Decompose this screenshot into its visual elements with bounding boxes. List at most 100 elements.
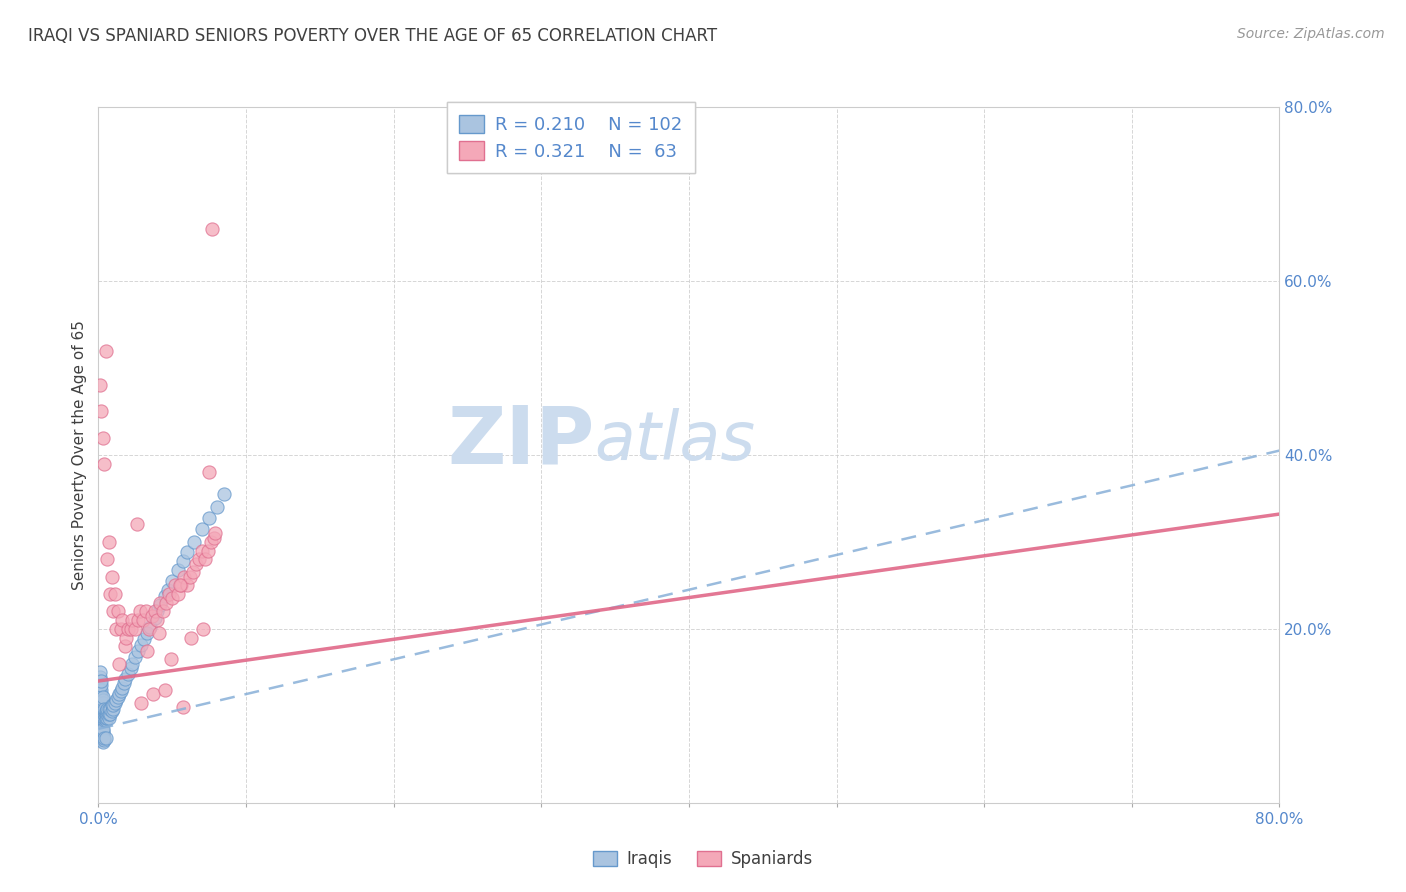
- Point: [142, 687, 165, 701]
- Point: [100, 698, 122, 713]
- Point: [125, 517, 148, 532]
- Point: [110, 684, 132, 698]
- Point: [201, 221, 224, 235]
- Point: [90, 708, 112, 723]
- Point: [127, 613, 149, 627]
- Point: [117, 667, 139, 681]
- Point: [89, 731, 111, 745]
- Point: [148, 626, 170, 640]
- Point: [135, 605, 157, 619]
- Point: [90, 678, 112, 692]
- Point: [90, 713, 112, 727]
- Point: [90, 687, 112, 701]
- Point: [107, 690, 129, 704]
- Point: [202, 531, 225, 545]
- Point: [96, 552, 118, 566]
- Point: [89, 707, 111, 722]
- Point: [89, 674, 111, 689]
- Point: [93, 702, 115, 716]
- Point: [194, 552, 217, 566]
- Point: [104, 587, 127, 601]
- Point: [170, 578, 193, 592]
- Point: [198, 510, 221, 524]
- Point: [89, 728, 111, 742]
- Point: [180, 631, 202, 645]
- Point: [212, 487, 235, 501]
- Point: [98, 707, 121, 722]
- Point: [167, 587, 190, 601]
- Point: [97, 707, 120, 722]
- Point: [124, 622, 146, 636]
- Point: [96, 707, 118, 722]
- Point: [114, 673, 136, 687]
- Text: atlas: atlas: [595, 408, 755, 474]
- Point: [104, 696, 127, 710]
- Point: [89, 682, 111, 697]
- Point: [173, 570, 195, 584]
- Point: [159, 652, 181, 666]
- Point: [91, 724, 114, 739]
- Point: [110, 622, 132, 636]
- Point: [111, 681, 134, 695]
- Point: [187, 552, 209, 566]
- Point: [176, 545, 198, 559]
- Point: [193, 622, 215, 636]
- Point: [146, 613, 169, 627]
- Point: [136, 643, 159, 657]
- Point: [172, 700, 194, 714]
- Point: [172, 554, 194, 568]
- Point: [89, 715, 111, 730]
- Point: [108, 657, 131, 671]
- Point: [90, 726, 112, 740]
- Point: [153, 682, 176, 697]
- Point: [121, 613, 143, 627]
- Point: [91, 722, 114, 736]
- Point: [94, 707, 117, 722]
- Point: [162, 591, 183, 606]
- Legend: R = 0.210    N = 102, R = 0.321    N =  63: R = 0.210 N = 102, R = 0.321 N = 63: [447, 103, 695, 173]
- Point: [165, 578, 187, 592]
- Point: [197, 543, 219, 558]
- Point: [90, 691, 112, 706]
- Point: [183, 534, 205, 549]
- Point: [90, 404, 112, 418]
- Point: [89, 733, 111, 747]
- Point: [90, 715, 112, 730]
- Point: [91, 690, 114, 704]
- Point: [114, 639, 136, 653]
- Point: [139, 620, 162, 634]
- Point: [91, 698, 114, 713]
- Point: [120, 622, 142, 636]
- Point: [204, 526, 226, 541]
- Point: [153, 589, 176, 603]
- Point: [136, 626, 159, 640]
- Point: [157, 587, 180, 601]
- Point: [98, 702, 121, 716]
- Text: ZIP: ZIP: [447, 402, 595, 480]
- Point: [94, 713, 117, 727]
- Point: [91, 735, 114, 749]
- Point: [89, 710, 111, 724]
- Point: [93, 731, 115, 745]
- Point: [162, 574, 183, 588]
- Point: [91, 702, 114, 716]
- Point: [89, 665, 111, 680]
- Point: [115, 631, 138, 645]
- Point: [93, 705, 115, 719]
- Point: [205, 500, 228, 514]
- Point: [91, 431, 114, 445]
- Point: [89, 722, 111, 736]
- Point: [191, 522, 214, 536]
- Point: [89, 717, 111, 731]
- Point: [89, 687, 111, 701]
- Point: [89, 708, 111, 723]
- Point: [90, 710, 112, 724]
- Point: [97, 702, 120, 716]
- Point: [120, 661, 142, 675]
- Point: [93, 710, 115, 724]
- Point: [89, 705, 111, 719]
- Point: [93, 733, 115, 747]
- Point: [107, 605, 129, 619]
- Point: [91, 693, 114, 707]
- Point: [91, 705, 114, 719]
